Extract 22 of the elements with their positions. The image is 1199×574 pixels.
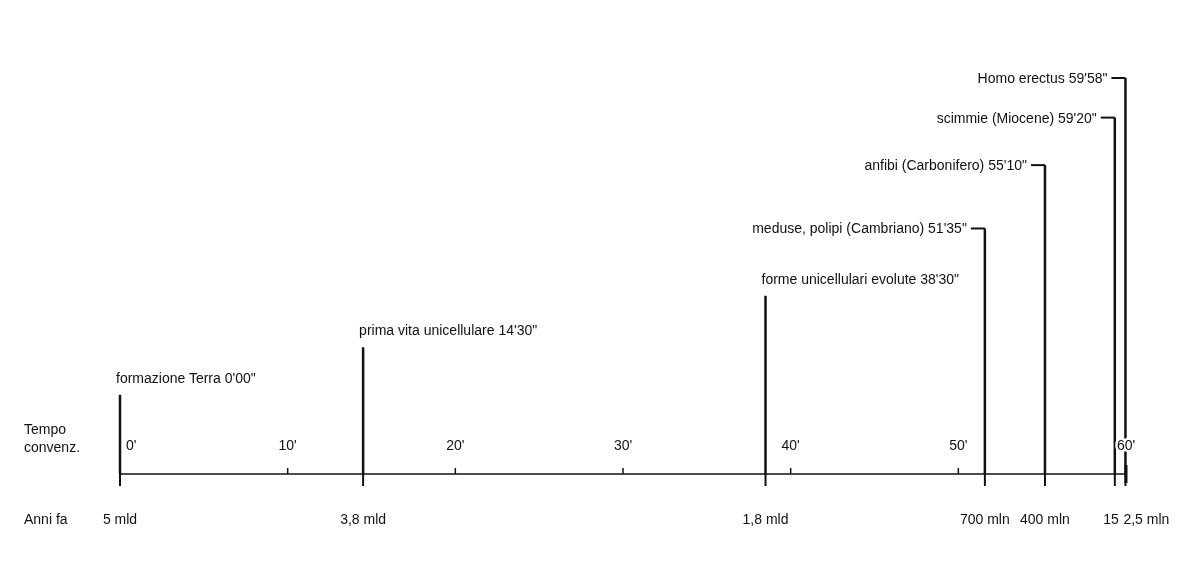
annotation: prima vita unicellulare 14'30"	[359, 322, 538, 339]
text: 400 mln	[1020, 511, 1070, 527]
text: 5 mld	[102, 511, 138, 527]
text: 15	[1103, 511, 1120, 527]
annotation: scimmie (Miocene) 59'20"	[936, 109, 1097, 126]
annotation: formazione Terra 0'00"	[116, 369, 256, 386]
text: 3,8 mld	[340, 511, 387, 527]
annotation: Homo erectus 59'58"	[977, 70, 1108, 86]
text: 1,8 mld	[742, 511, 789, 527]
x-tick-label: 0'	[126, 437, 137, 453]
text: Anni fa	[24, 511, 68, 527]
x-tick-label: 50'	[949, 437, 968, 453]
x-tick-label: 40'	[781, 437, 800, 453]
x-axis-title: Tempo convenz.	[24, 421, 81, 455]
x-tick-label: 20'	[446, 437, 465, 453]
x-tick-label: 30'	[613, 437, 633, 453]
text: 2,5 mln	[1123, 511, 1170, 527]
annotation: meduse, polipi (Cambriano) 51'35"	[752, 220, 967, 237]
annotation: forme unicellulari evolute 38'30"	[761, 270, 960, 287]
x-tick-label: 10'	[278, 437, 297, 453]
annotation: anfibi (Carbonifero) 55'10"	[864, 157, 1027, 174]
text: 700 mln	[959, 511, 1010, 527]
